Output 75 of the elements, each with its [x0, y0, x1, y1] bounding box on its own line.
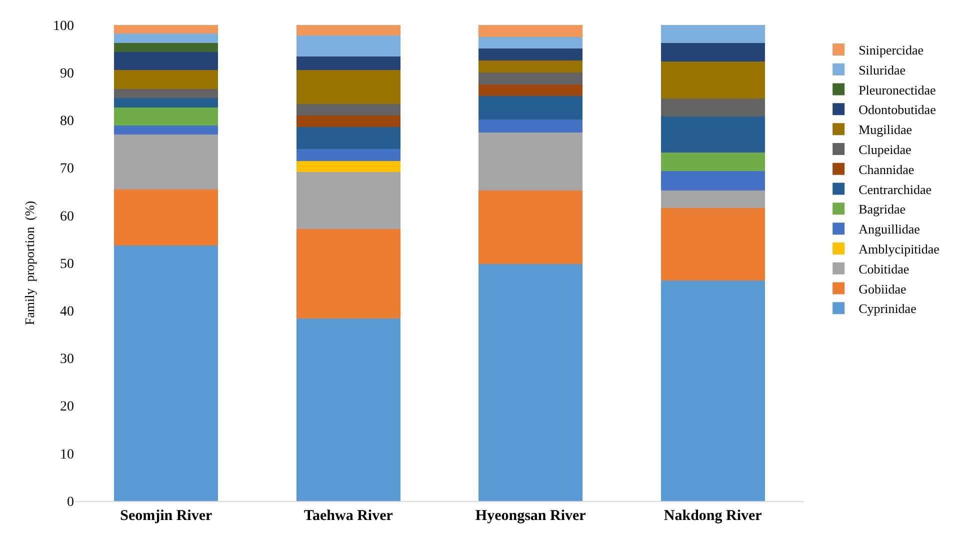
bar: [114, 134, 218, 190]
x-tick-label: Seomjin River: [120, 508, 212, 524]
bar: [114, 245, 218, 501]
bar: [114, 190, 218, 246]
bar: [296, 229, 400, 319]
legend-label: Centrarchidae: [858, 182, 932, 197]
y-tick-label: 20: [60, 400, 74, 415]
bar: [478, 190, 583, 264]
x-tick-label: Taehwa River: [304, 508, 394, 524]
bar: [660, 171, 765, 191]
y-tick-label: 40: [60, 304, 74, 320]
bar: [478, 132, 583, 191]
bar: [114, 52, 218, 70]
x-tick-label: Hyeongsan River: [475, 508, 586, 524]
bar: [296, 35, 400, 56]
legend-label: Channidae: [858, 162, 914, 177]
y-tick-label: 10: [60, 447, 74, 462]
bar: [114, 34, 218, 44]
legend-label: Odontobutidae: [858, 102, 936, 118]
y-axis-title: Family proportion (%): [22, 200, 37, 326]
bar: [478, 60, 583, 73]
y-tick-label: 0: [67, 494, 74, 510]
y-tick-label: 50: [60, 256, 74, 272]
legend-label: Siluridae: [858, 62, 906, 78]
bar: [296, 161, 400, 172]
bar: [660, 190, 765, 208]
legend-label: Cobitidae: [858, 261, 910, 276]
bar: [660, 152, 765, 172]
y-tick-label: 30: [60, 352, 74, 368]
bar: [296, 56, 400, 70]
bar: [660, 62, 765, 98]
legend-label: Pleuronectidae: [858, 82, 936, 98]
y-tick-label: 80: [60, 114, 74, 130]
bar: [478, 48, 583, 61]
bar: [660, 280, 765, 501]
x-tick-label: Nakdong River: [664, 508, 762, 524]
bar: [478, 72, 583, 84]
bar: [296, 149, 400, 162]
bar: [478, 96, 583, 120]
bar: [114, 70, 218, 89]
legend-label: Bagridae: [858, 202, 906, 217]
bar: [114, 43, 218, 52]
bar: [296, 318, 400, 501]
bar: [114, 25, 218, 34]
bar: [114, 88, 218, 98]
bar: [296, 104, 400, 116]
legend-label: Cyprinidae: [858, 301, 917, 316]
bar: [114, 125, 218, 134]
bar: [114, 98, 218, 108]
bar: [478, 120, 583, 133]
legend-label: Anguillidae: [858, 222, 920, 237]
bar: [660, 116, 765, 153]
legend-label: Amblycipitidae: [858, 242, 940, 257]
legend-label: Mugilidae: [858, 122, 912, 138]
y-tick-label: 60: [60, 209, 74, 224]
legend-label: Clupeidae: [858, 142, 912, 158]
bar: [660, 25, 765, 44]
bar: [296, 126, 400, 150]
bar: [478, 36, 583, 48]
bar: [478, 84, 583, 96]
bar: [478, 264, 583, 501]
bar: [478, 25, 583, 37]
bar: [296, 115, 400, 127]
bar: [296, 172, 400, 230]
bar: [114, 107, 218, 126]
legend-label: Sinipercidae: [858, 42, 924, 58]
y-tick-label: 70: [60, 162, 74, 177]
bar: [660, 43, 765, 62]
legend-label: Gobiidae: [858, 281, 906, 296]
y-tick-label: 90: [60, 66, 74, 82]
y-tick-label: 100: [53, 18, 74, 34]
bar: [660, 208, 765, 281]
bar: [296, 70, 400, 104]
bar: [296, 25, 400, 36]
bar: [660, 98, 765, 116]
